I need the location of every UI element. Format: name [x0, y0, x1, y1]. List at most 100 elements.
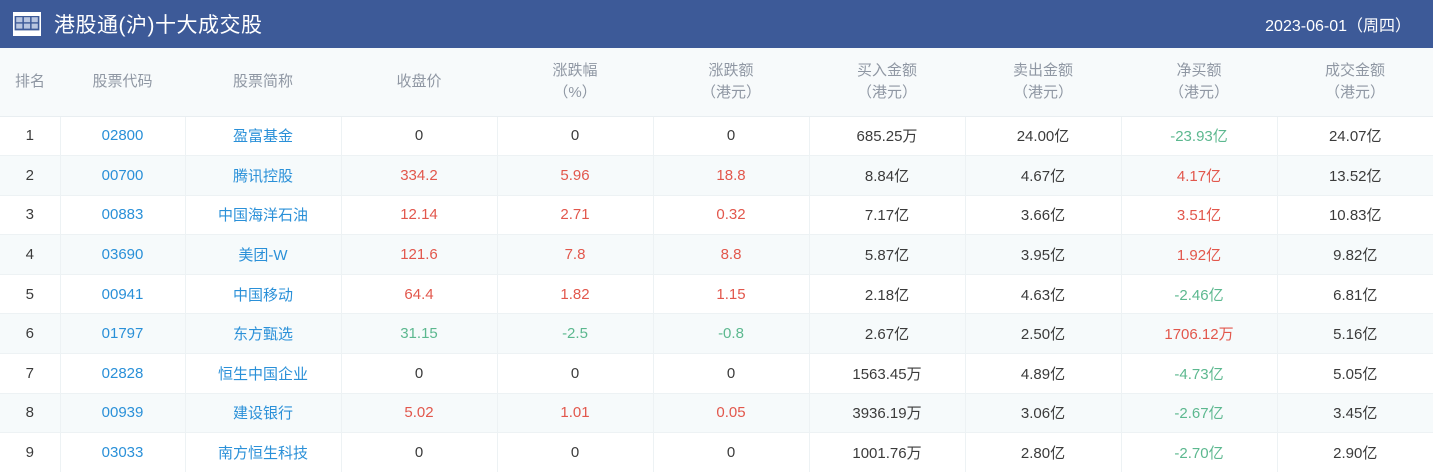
stock-code-link[interactable]: 02800	[60, 116, 186, 157]
stock-name-link[interactable]: 恒生中国企业	[185, 353, 342, 394]
column-header-label: 卖出金额	[1012, 62, 1073, 79]
column-header-7: 卖出金额 （港元）	[965, 48, 1121, 117]
sell-amount-cell: 4.63亿	[965, 274, 1122, 315]
stock-name-link[interactable]: 美团-W	[185, 234, 342, 275]
sell-amount-cell: 24.00亿	[965, 116, 1122, 157]
column-header-label: 股票简称	[232, 72, 293, 90]
stock-name-link[interactable]: 建设银行	[185, 393, 342, 434]
turnover-cell: 5.05亿	[1277, 353, 1433, 394]
sell-amount-cell: 4.89亿	[965, 353, 1122, 394]
stock-name-link[interactable]: 南方恒生科技	[185, 432, 342, 472]
change-percent-cell: 5.96	[497, 155, 654, 196]
stock-name-link[interactable]: 盈富基金	[185, 116, 342, 157]
close-price-cell: 0	[341, 116, 498, 157]
page-title: 港股通(沪)十大成交股	[54, 14, 263, 37]
net-buy-cell: 3.51亿	[1121, 195, 1278, 236]
turnover-cell: 24.07亿	[1277, 116, 1433, 157]
column-header-label: 收盘价	[396, 72, 442, 90]
net-buy-cell: 4.17亿	[1121, 155, 1278, 196]
close-price-cell: 64.4	[341, 274, 498, 315]
table-header-row: 排名 股票代码 股票简称 收盘价 涨跌幅 （%） 涨跌额 （港元） 买入金额 （港元） 卖出金额 （港…	[0, 48, 1433, 117]
change-percent-cell: 1.82	[497, 274, 654, 315]
turnover-cell: 5.16亿	[1277, 313, 1433, 355]
column-header-2: 股票简称	[185, 48, 341, 117]
change-amount-cell: 1.15	[653, 274, 810, 315]
table-row: 7 02828 恒生中国企业 0 0 0 1563.45万 4.89亿 -4.73亿 5.05亿	[0, 353, 1433, 394]
change-amount-cell: 8.8	[653, 234, 810, 275]
table-row: 4 03690 美团-W 121.6 7.8 8.8 5.87亿 3.95亿 1.92亿 9.82…	[0, 234, 1433, 275]
stock-code-link[interactable]: 02828	[60, 353, 186, 394]
sell-amount-cell: 3.95亿	[965, 234, 1122, 275]
buy-amount-cell: 685.25万	[809, 116, 966, 157]
stock-name-link[interactable]: 中国移动	[185, 274, 342, 315]
rank-cell: 1	[0, 116, 61, 157]
column-header-unit: （港元）	[856, 83, 917, 101]
column-header-label: 净买额	[1176, 62, 1222, 79]
close-price-cell: 0	[341, 353, 498, 394]
turnover-cell: 10.83亿	[1277, 195, 1433, 236]
column-header-unit: （港元）	[700, 83, 761, 101]
column-header-unit: （港元）	[1168, 83, 1229, 101]
buy-amount-cell: 7.17亿	[809, 195, 966, 236]
table-row: 6 01797 东方甄选 31.15 -2.5 -0.8 2.67亿 2.50亿 1706.12…	[0, 313, 1433, 355]
buy-amount-cell: 5.87亿	[809, 234, 966, 275]
stock-table-container: 排名 股票代码 股票简称 收盘价 涨跌幅 （%） 涨跌额 （港元） 买入金额 （港元） 卖出金额 （港…	[0, 48, 1433, 472]
stock-code-link[interactable]: 00700	[60, 155, 186, 196]
close-price-cell: 5.02	[341, 393, 498, 434]
close-price-cell: 12.14	[341, 195, 498, 236]
table-grid-icon	[13, 12, 41, 36]
buy-amount-cell: 2.67亿	[809, 313, 966, 355]
net-buy-cell: -4.73亿	[1121, 353, 1278, 394]
table-row: 3 00883 中国海洋石油 12.14 2.71 0.32 7.17亿 3.66亿 3.51亿…	[0, 195, 1433, 236]
net-buy-cell: -2.70亿	[1121, 432, 1278, 472]
rank-cell: 5	[0, 274, 61, 315]
sell-amount-cell: 2.50亿	[965, 313, 1122, 355]
column-header-1: 股票代码	[60, 48, 185, 117]
turnover-cell: 3.45亿	[1277, 393, 1433, 434]
net-buy-cell: -2.46亿	[1121, 274, 1278, 315]
change-amount-cell: -0.8	[653, 313, 810, 355]
sell-amount-cell: 4.67亿	[965, 155, 1122, 196]
column-header-label: 买入金额	[856, 62, 917, 79]
stock-name-link[interactable]: 东方甄选	[185, 313, 342, 355]
top-ten-stocks-table: 排名 股票代码 股票简称 收盘价 涨跌幅 （%） 涨跌额 （港元） 买入金额 （港元） 卖出金额 （港…	[0, 48, 1433, 472]
stock-name-link[interactable]: 中国海洋石油	[185, 195, 342, 236]
rank-cell: 4	[0, 234, 61, 275]
close-price-cell: 121.6	[341, 234, 498, 275]
stock-code-link[interactable]: 01797	[60, 313, 186, 355]
change-percent-cell: 1.01	[497, 393, 654, 434]
stock-code-link[interactable]: 00941	[60, 274, 186, 315]
net-buy-cell: 1.92亿	[1121, 234, 1278, 275]
buy-amount-cell: 3936.19万	[809, 393, 966, 434]
rank-cell: 7	[0, 353, 61, 394]
stock-code-link[interactable]: 00939	[60, 393, 186, 434]
rank-cell: 6	[0, 313, 61, 355]
change-percent-cell: 7.8	[497, 234, 654, 275]
close-price-cell: 334.2	[341, 155, 498, 196]
change-percent-cell: 0	[497, 116, 654, 157]
stock-name-link[interactable]: 腾讯控股	[185, 155, 342, 196]
net-buy-cell: -2.67亿	[1121, 393, 1278, 434]
change-amount-cell: 0	[653, 432, 810, 472]
sell-amount-cell: 3.06亿	[965, 393, 1122, 434]
stock-code-link[interactable]: 03690	[60, 234, 186, 275]
column-header-3: 收盘价	[341, 48, 497, 117]
rank-cell: 3	[0, 195, 61, 236]
turnover-cell: 2.90亿	[1277, 432, 1433, 472]
table-row: 8 00939 建设银行 5.02 1.01 0.05 3936.19万 3.06亿 -2.67…	[0, 393, 1433, 434]
buy-amount-cell: 1563.45万	[809, 353, 966, 394]
net-buy-cell: -23.93亿	[1121, 116, 1278, 157]
title-bar: 港股通(沪)十大成交股 2023-06-01（周四）	[0, 0, 1433, 48]
net-buy-cell: 1706.12万	[1121, 313, 1278, 355]
buy-amount-cell: 8.84亿	[809, 155, 966, 196]
column-header-unit: （%）	[553, 83, 597, 101]
change-percent-cell: 0	[497, 432, 654, 472]
change-amount-cell: 0	[653, 116, 810, 157]
rank-cell: 9	[0, 432, 61, 472]
change-percent-cell: 2.71	[497, 195, 654, 236]
table-body: 1 02800 盈富基金 0 0 0 685.25万 24.00亿 -23.93亿 24.07亿 2…	[0, 116, 1433, 472]
stock-code-link[interactable]: 00883	[60, 195, 186, 236]
stock-code-link[interactable]: 03033	[60, 432, 186, 472]
table-row: 2 00700 腾讯控股 334.2 5.96 18.8 8.84亿 4.67亿 4.17亿 13…	[0, 155, 1433, 196]
turnover-cell: 6.81亿	[1277, 274, 1433, 315]
